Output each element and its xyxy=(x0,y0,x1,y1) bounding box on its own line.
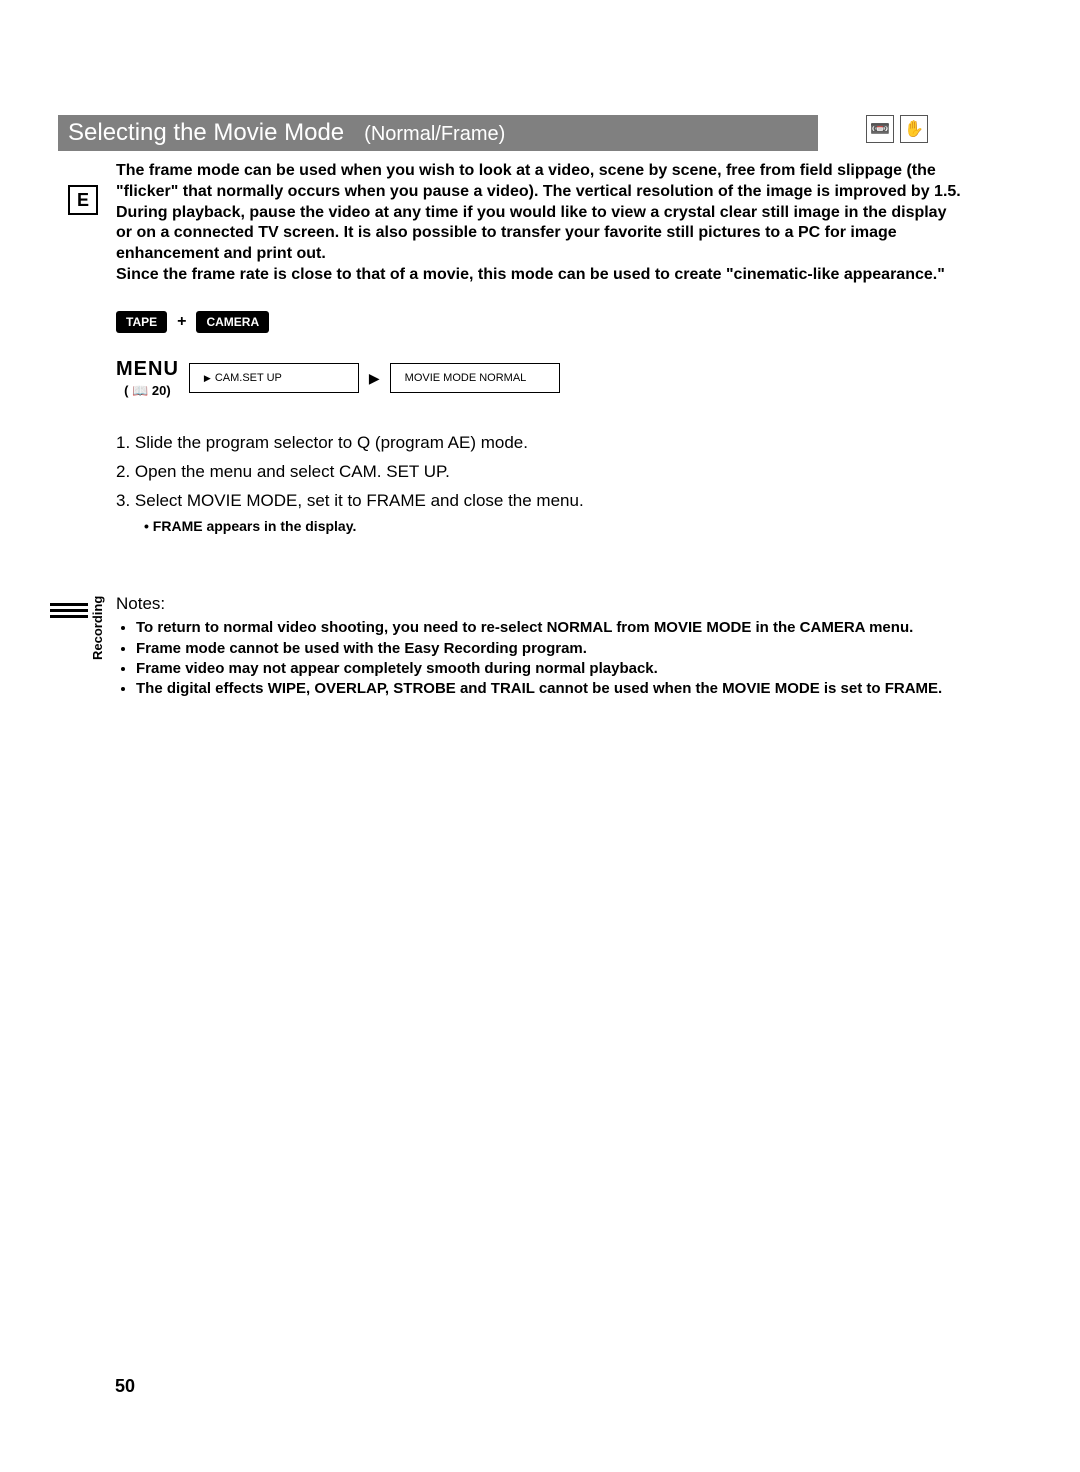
tape-pill: TAPE xyxy=(116,311,167,333)
language-badge: E xyxy=(68,185,98,215)
mode-pills: TAPE + CAMERA xyxy=(116,311,1018,333)
margin-lines-icon xyxy=(50,603,88,618)
menu-box-1-text: CAM.SET UP xyxy=(215,372,282,384)
menu-label-col: MENU ( 📖 20) xyxy=(116,358,179,399)
camera-pill: CAMERA xyxy=(196,311,269,333)
triangle-icon: ▶ xyxy=(204,373,211,384)
hand-icon: ✋ xyxy=(900,115,928,143)
title-sub: (Normal/Frame) xyxy=(364,123,505,146)
notes-heading: Notes: xyxy=(116,594,966,614)
arrow-icon: ▶ xyxy=(369,370,380,387)
menu-box-2-text: MOVIE MODE NORMAL xyxy=(405,372,527,384)
step-1: 1. Slide the program selector to Q (prog… xyxy=(116,429,1018,458)
title-main: Selecting the Movie Mode xyxy=(68,119,344,147)
section-label: Recording xyxy=(90,596,105,660)
title-bar: Selecting the Movie Mode (Normal/Frame) xyxy=(58,115,818,151)
step-2: 2. Open the menu and select CAM. SET UP. xyxy=(116,458,1018,487)
plus-symbol: + xyxy=(177,313,186,331)
menu-path: MENU ( 📖 20) ▶ CAM.SET UP ▶ MOVIE MODE N… xyxy=(116,358,1018,399)
menu-page-ref: ( 📖 20) xyxy=(124,383,171,399)
steps-list: 1. Slide the program selector to Q (prog… xyxy=(116,429,1018,539)
notes-section: Notes: To return to normal video shootin… xyxy=(116,594,966,699)
note-item: Frame mode cannot be used with the Easy … xyxy=(136,639,966,659)
notes-list: To return to normal video shooting, you … xyxy=(116,618,966,699)
note-item: To return to normal video shooting, you … xyxy=(136,618,966,638)
page-number: 50 xyxy=(115,1376,135,1397)
menu-box-2: MOVIE MODE NORMAL xyxy=(390,363,560,393)
note-item: Frame video may not appear completely sm… xyxy=(136,659,966,679)
tape-icon: 📼 xyxy=(866,115,894,143)
header-icons: 📼 ✋ xyxy=(866,115,928,143)
step-3: 3. Select MOVIE MODE, set it to FRAME an… xyxy=(116,487,1018,516)
menu-label: MENU xyxy=(116,358,179,381)
intro-paragraph: The frame mode can be used when you wish… xyxy=(116,161,966,286)
menu-box-1: ▶ CAM.SET UP xyxy=(189,363,359,393)
step-3-note: • FRAME appears in the display. xyxy=(144,515,1018,539)
page-content: Selecting the Movie Mode (Normal/Frame) … xyxy=(58,115,1018,699)
note-item: The digital effects WIPE, OVERLAP, STROB… xyxy=(136,679,966,699)
